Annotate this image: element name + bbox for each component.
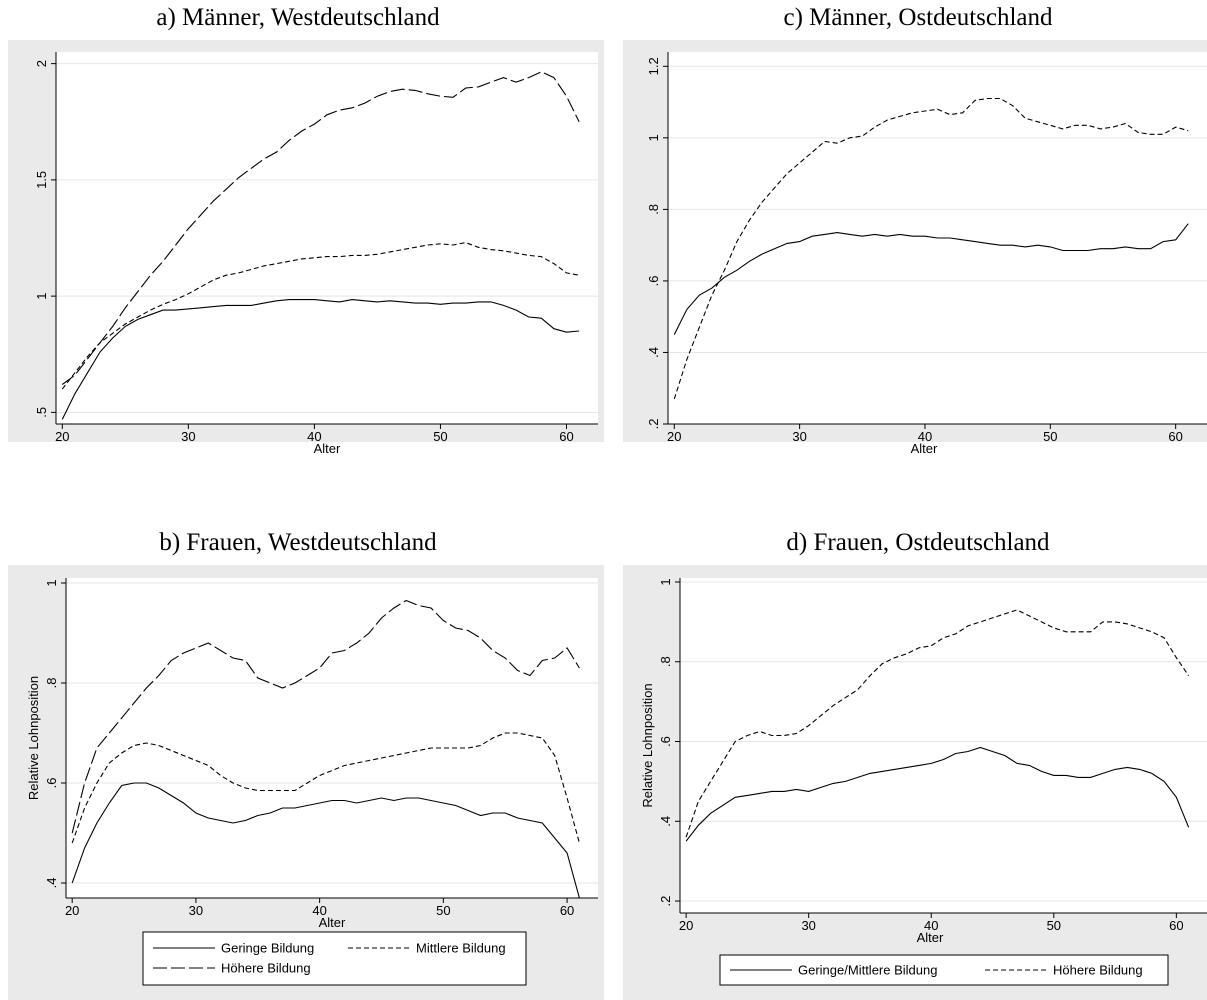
x-tick-label: 40 bbox=[924, 918, 938, 933]
x-tick-label: 20 bbox=[667, 429, 681, 444]
panel-title: b) Frauen, Westdeutschland bbox=[159, 529, 437, 556]
x-tick-label: 30 bbox=[181, 429, 195, 444]
x-tick-label: 40 bbox=[312, 903, 326, 918]
x-tick-label: 30 bbox=[792, 429, 806, 444]
x-axis-label: Alter bbox=[314, 441, 341, 456]
x-tick-label: 50 bbox=[1043, 429, 1057, 444]
y-tick-label: .5 bbox=[34, 407, 49, 418]
y-tick-label: .8 bbox=[646, 204, 661, 215]
x-tick-label: 20 bbox=[65, 903, 79, 918]
legend-label: Höhere Bildung bbox=[221, 961, 311, 976]
y-tick-label: 1.2 bbox=[646, 57, 661, 75]
x-tick-label: 30 bbox=[801, 918, 815, 933]
series-line-geringe-mittlere-bildung bbox=[685, 746, 1190, 842]
x-tick-label: 40 bbox=[307, 429, 321, 444]
panel-a: a) Männer, Westdeutschland .5 1 1.5 2 20 30 40 5… bbox=[8, 4, 604, 456]
panel-c: c) Männer, Ostdeutschland .2 .4 .6 .8 1 1.2 20 3… bbox=[623, 4, 1207, 456]
y-tick-label: .8 bbox=[44, 678, 59, 689]
legend: Geringe Bildung Mittlere Bildung Höhere Bi… bbox=[142, 931, 527, 986]
x-axis-label: Alter bbox=[319, 915, 346, 930]
y-tick-label: 1 bbox=[646, 134, 661, 141]
plot-area bbox=[56, 52, 598, 424]
y-tick-label: .8 bbox=[658, 656, 673, 667]
series-line-mittlere-bildung bbox=[61, 242, 580, 390]
y-tick-label: .4 bbox=[658, 816, 673, 827]
x-tick-label: 50 bbox=[1047, 918, 1061, 933]
series-line-geringe-bildung bbox=[61, 299, 580, 420]
x-tick-label: 60 bbox=[559, 429, 573, 444]
y-tick-label: 1 bbox=[34, 293, 49, 300]
y-axis-label: Relative Lohnposition bbox=[26, 676, 41, 800]
panel-b: b) Frauen, Westdeutschland .4 .6 .8 1 20 30 40 5… bbox=[8, 529, 604, 1000]
x-tick-label: 40 bbox=[918, 429, 932, 444]
legend-label: Höhere Bildung bbox=[1053, 963, 1143, 978]
y-tick-label: .6 bbox=[658, 736, 673, 747]
plot-area bbox=[66, 578, 598, 898]
y-tick-label: .4 bbox=[646, 347, 661, 358]
legend-box bbox=[719, 954, 1169, 986]
x-tick-label: 60 bbox=[560, 903, 574, 918]
x-axis-label: Alter bbox=[911, 441, 938, 456]
y-tick-label: 2 bbox=[34, 60, 49, 67]
series-line-höhere-bildung bbox=[673, 97, 1189, 400]
series-line-höhere-bildung bbox=[685, 609, 1190, 838]
y-tick-label: .2 bbox=[646, 419, 661, 430]
panel-title: c) Männer, Ostdeutschland bbox=[783, 4, 1053, 31]
series-line-höhere-bildung bbox=[71, 599, 580, 834]
legend-label: Mittlere Bildung bbox=[416, 941, 506, 956]
x-tick-label: 60 bbox=[1168, 429, 1182, 444]
x-tick-label: 50 bbox=[436, 903, 450, 918]
y-tick-label: 1.5 bbox=[34, 171, 49, 189]
panel-title: d) Frauen, Ostdeutschland bbox=[786, 529, 1050, 556]
y-tick-label: .4 bbox=[44, 878, 59, 889]
series-line-geringe-mittlere-bildung bbox=[673, 223, 1189, 335]
legend-label: Geringe/Mittlere Bildung bbox=[798, 963, 937, 978]
y-tick-label: 1 bbox=[658, 578, 673, 585]
legend-label: Geringe Bildung bbox=[221, 941, 314, 956]
plot-area bbox=[680, 578, 1207, 913]
y-axis-label: Relative Lohnposition bbox=[640, 683, 655, 807]
y-tick-label: .2 bbox=[658, 896, 673, 907]
panel-d: d) Frauen, Ostdeutschland .2 .4 .6 .8 1 20 30 40… bbox=[623, 529, 1207, 1000]
x-axis-label: Alter bbox=[917, 930, 944, 945]
legend-box bbox=[142, 931, 527, 986]
series-line-geringe-bildung bbox=[71, 782, 580, 899]
series-line-höhere-bildung bbox=[61, 71, 580, 385]
x-tick-label: 20 bbox=[679, 918, 693, 933]
y-tick-label: 1 bbox=[44, 579, 59, 586]
y-tick-label: .6 bbox=[44, 778, 59, 789]
y-tick-label: .6 bbox=[646, 276, 661, 287]
legend: Geringe/Mittlere Bildung Höhere Bildung bbox=[719, 954, 1169, 986]
panel-title: a) Männer, Westdeutschland bbox=[156, 4, 440, 31]
x-tick-label: 50 bbox=[433, 429, 447, 444]
x-tick-label: 60 bbox=[1169, 918, 1183, 933]
x-tick-label: 30 bbox=[189, 903, 203, 918]
x-tick-label: 20 bbox=[55, 429, 69, 444]
